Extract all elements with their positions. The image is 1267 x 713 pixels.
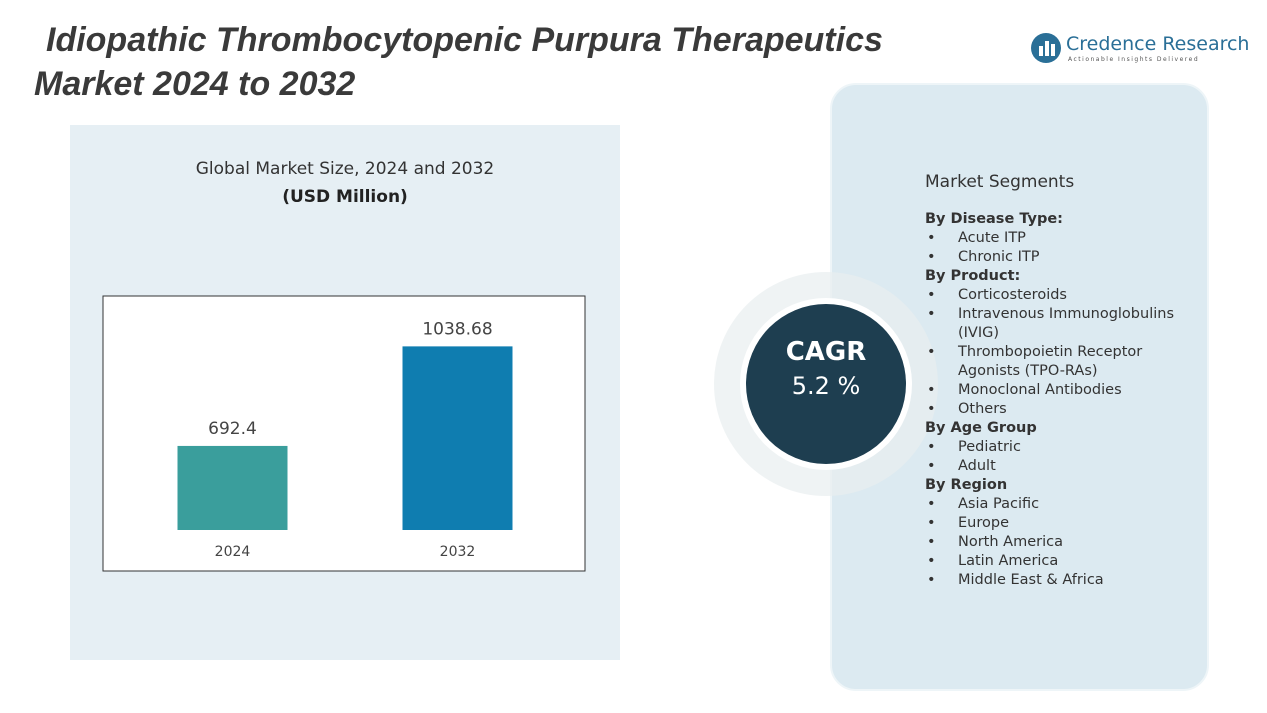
segment-item: Corticosteroids [925, 286, 1195, 305]
segments-title: Market Segments [925, 172, 1075, 192]
cagr-circle [746, 304, 906, 464]
chart-subtitle: (USD Million) [282, 187, 408, 207]
segment-item: Monoclonal Antibodies [925, 381, 1195, 400]
segment-item: North America [925, 533, 1195, 552]
bar [177, 445, 288, 530]
segment-item: Middle East & Africa [925, 571, 1195, 590]
segment-item: Intravenous Immunoglobulins (IVIG) [925, 305, 1195, 343]
group-title: By Age Group [925, 420, 1037, 436]
segment-item: Others [925, 400, 1195, 419]
chart-title: Global Market Size, 2024 and 2032 [196, 159, 495, 179]
segments: Market Segments By Disease Type: Acute IT… [925, 172, 1195, 590]
segment-item: Adult [925, 457, 1195, 476]
group-title: By Product: [925, 268, 1021, 284]
value-label: 692.4 [208, 419, 257, 439]
title-line: Idiopathic Thrombocytopenic Purpura Ther… [46, 21, 883, 59]
segment-item: Pediatric [925, 438, 1195, 457]
value-label: 1038.68 [422, 319, 492, 339]
logo [1030, 32, 1062, 68]
brand: Credence Research [1066, 33, 1250, 55]
group-title: By Region [925, 477, 1008, 493]
segment-item: Europe [925, 514, 1195, 533]
group-title: By Disease Type: [925, 211, 1063, 227]
segment-item: Latin America [925, 552, 1195, 571]
plot-frame [102, 295, 586, 572]
x-tick-label: 2032 [440, 544, 476, 560]
tagline: Actionable Insights Delivered [1068, 56, 1200, 63]
title-line: Market 2024 to 2032 [34, 65, 356, 103]
segment-item: Acute ITP [925, 229, 1195, 248]
segment-item: Asia Pacific [925, 495, 1195, 514]
logo-icon [1031, 33, 1061, 63]
segment-item: Chronic ITP [925, 248, 1195, 267]
bar [402, 346, 513, 530]
cagr-value: 5.2 % [792, 372, 861, 400]
x-tick-label: 2024 [215, 544, 251, 560]
segment-item: Thrombopoietin Receptor Agonists (TPO-RA… [925, 343, 1195, 381]
title: Idiopathic Thrombocytopenic Purpura Ther… [34, 18, 883, 106]
cagr-label: CAGR [786, 337, 867, 367]
